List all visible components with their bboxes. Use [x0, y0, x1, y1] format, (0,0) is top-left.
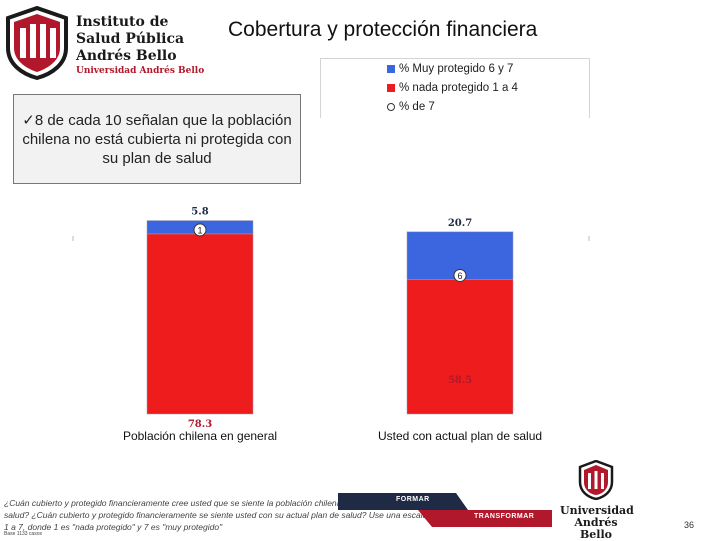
institute-logo: Instituto de Salud Pública Andrés Bello … — [4, 6, 204, 80]
university-name-line-1: Universidad — [560, 504, 634, 517]
shield-emblem-icon — [6, 6, 68, 80]
institution-line-1: Instituto de — [76, 14, 169, 30]
marker-de-7 — [193, 223, 207, 237]
data-label-nada-protegido: 58.5 — [448, 375, 472, 386]
data-label-muy-protegido: 5.8 — [191, 207, 208, 218]
data-label-de-7: 6 — [457, 271, 462, 281]
category-label: Población chilena en general — [123, 429, 277, 443]
bar-nada-protegido — [406, 279, 514, 415]
formar-label: FORMAR — [396, 496, 430, 503]
university-name-line-2: Andrés Bello — [574, 516, 618, 541]
page-number: 36 — [684, 520, 695, 530]
institution-line-3: Andrés Bello — [76, 48, 177, 64]
legend-swatch-blue — [387, 64, 395, 73]
category-label: Usted con actual plan de salud — [378, 429, 542, 443]
data-label-de-7: 1 — [197, 225, 202, 235]
slide-title: Cobertura y protección financiera — [228, 18, 538, 41]
chart-legend: % Muy protegido 6 y 7 % nada protegido 1… — [320, 58, 590, 118]
legend-item-de-7: % de 7 — [387, 101, 435, 113]
marker-de-7 — [453, 268, 467, 282]
legend-label: % de 7 — [399, 101, 435, 113]
legend-label: % Muy protegido 6 y 7 — [399, 63, 514, 75]
university-shield-icon — [578, 459, 614, 501]
survey-question-footnote: ¿Cuán cubierto y protegido financieramen… — [4, 498, 440, 532]
institution-line-2: Salud Pública — [76, 31, 185, 47]
legend-swatch-red — [387, 83, 395, 92]
formar-ribbon-shape — [338, 493, 468, 510]
institution-subtitle: Universidad Andrés Bello — [76, 66, 205, 76]
formar-ribbon: FORMAR — [338, 493, 468, 510]
bar-nada-protegido — [146, 233, 254, 415]
base-note: Base 1133 casos — [4, 531, 42, 537]
legend-label: % nada protegido 1 a 4 — [399, 82, 518, 94]
data-label-nada-protegido: 78.3 — [188, 419, 212, 430]
transformar-ribbon: TRANSFORMAR — [418, 510, 552, 527]
legend-item-nada-protegido: % nada protegido 1 a 4 — [387, 82, 518, 94]
university-logo: Universidad Andrés Bello — [560, 459, 634, 541]
data-label-muy-protegido: 20.7 — [448, 218, 472, 229]
legend-item-muy-protegido: % Muy protegido 6 y 7 — [387, 63, 513, 75]
transformar-ribbon-shape — [418, 510, 552, 527]
legend-swatch-circle — [387, 102, 395, 111]
callout-box: ✓8 de cada 10 señalan que la población c… — [13, 94, 301, 184]
transformar-label: TRANSFORMAR — [474, 513, 535, 520]
